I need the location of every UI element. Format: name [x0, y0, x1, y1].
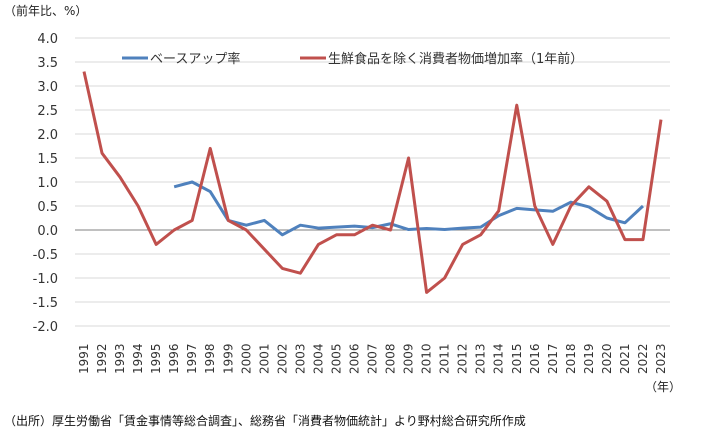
x-tick-label: 2017: [546, 343, 560, 374]
x-tick-label: 2015: [510, 343, 524, 374]
x-tick-label: 1993: [113, 343, 127, 374]
x-tick-label: 2009: [402, 343, 416, 374]
x-tick-label: 1996: [167, 343, 181, 374]
x-tick-label: 2014: [492, 343, 506, 374]
x-tick-label: 2019: [582, 343, 596, 374]
y-tick-label: 1.0: [37, 176, 58, 191]
x-tick-label: 1998: [203, 343, 217, 374]
x-tick-label: 2018: [564, 343, 578, 374]
y-tick-label: -1.0: [33, 272, 58, 287]
y-tick-label: -2.0: [33, 320, 58, 335]
y-tick-label: 3.0: [37, 80, 58, 95]
y-axis-unit: （前年比、%）: [4, 4, 88, 18]
x-axis-unit: （年）: [645, 380, 682, 394]
y-tick-label: 1.5: [37, 152, 58, 167]
x-tick-label: 2005: [329, 343, 343, 374]
x-tick-label: 1995: [149, 343, 163, 374]
x-tick-label: 2001: [257, 343, 271, 374]
y-tick-label: -1.5: [33, 296, 58, 311]
x-tick-label: 2003: [293, 343, 307, 374]
y-tick-label: -0.5: [33, 248, 58, 263]
x-tick-label: 1997: [185, 343, 199, 374]
x-tick-label: 2020: [600, 343, 614, 374]
x-tick-label: 2011: [438, 343, 452, 374]
x-tick-label: 2002: [275, 343, 289, 374]
x-tick-label: 2022: [636, 343, 650, 374]
x-tick-label: 2016: [528, 343, 542, 374]
y-tick-label: 3.5: [37, 56, 58, 71]
y-tick-label: 4.0: [37, 32, 58, 47]
x-tick-label: 2013: [474, 343, 488, 374]
x-tick-label: 2012: [456, 343, 470, 374]
y-tick-label: 0.0: [37, 224, 58, 239]
x-tick-label: 2021: [618, 343, 632, 374]
x-tick-label: 2023: [654, 343, 668, 374]
x-tick-label: 2004: [311, 343, 325, 374]
y-tick-label: 2.5: [37, 104, 58, 119]
x-tick-label: 2007: [366, 343, 380, 374]
x-tick-label: 1992: [95, 343, 109, 374]
y-tick-label: 0.5: [37, 200, 58, 215]
legend-label: ベースアップ率: [150, 51, 240, 67]
x-tick-label: 1991: [77, 343, 91, 374]
x-tick-label: 1994: [131, 343, 145, 374]
x-tick-label: 2008: [384, 343, 398, 374]
x-tick-label: 2010: [420, 343, 434, 374]
y-tick-label: 2.0: [37, 128, 58, 143]
source-note: （出所）厚生労働省「賃金事情等総合調査」、総務省「消費者物価統計」より野村総合研…: [4, 414, 526, 428]
legend-label: 生鮮食品を除く消費者物価増加率（1年前）: [328, 51, 583, 67]
x-tick-label: 2006: [347, 343, 361, 374]
x-tick-label: 2000: [239, 343, 253, 374]
x-tick-label: 1999: [221, 343, 235, 374]
series-line-0: [173, 180, 644, 237]
